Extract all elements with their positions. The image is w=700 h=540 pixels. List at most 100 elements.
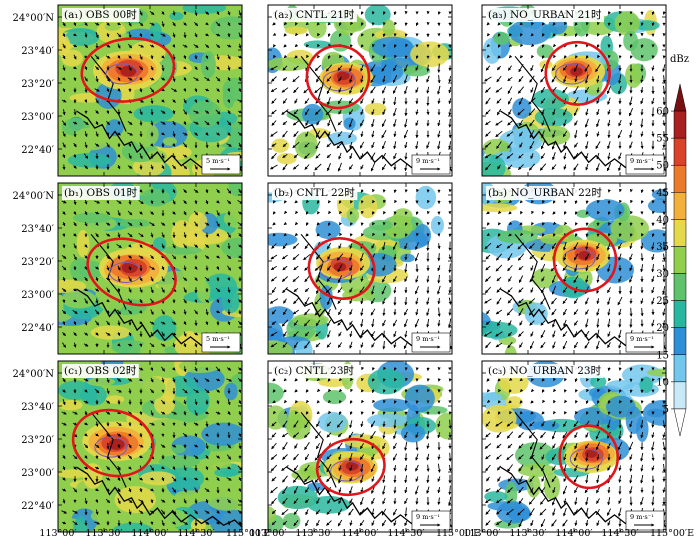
- wind-arrow: [607, 367, 611, 372]
- map-panel: 9 m·s⁻¹ (a₂) CNTL 21时: [267, 4, 453, 177]
- wind-arrow: [294, 43, 299, 48]
- echo-cell: [315, 220, 341, 240]
- wind-arrow: [519, 54, 524, 59]
- wind-arrow: [437, 253, 441, 262]
- colorbar-tick-label: 30: [656, 269, 669, 280]
- wind-arrow: [172, 32, 176, 38]
- wind-arrow: [227, 520, 231, 526]
- wind-arrow: [283, 33, 287, 37]
- wind-arrow: [508, 54, 513, 59]
- wind-arrow: [415, 441, 419, 451]
- wind-arrow: [270, 131, 278, 137]
- wind-arrow: [106, 509, 110, 515]
- wind-arrow: [393, 152, 397, 160]
- wind-arrow: [117, 154, 121, 158]
- wind-arrow: [403, 74, 408, 84]
- echo-cell: [268, 340, 293, 354]
- wind-arrow: [415, 120, 419, 127]
- wind-arrow: [316, 75, 320, 83]
- wind-arrow: [193, 77, 199, 81]
- wind-arrow: [150, 143, 154, 147]
- wind-arrow: [404, 152, 408, 160]
- wind-arrow: [326, 142, 332, 148]
- wind-arrow: [382, 152, 386, 160]
- echo-cell: [400, 253, 415, 263]
- echo-cell: [201, 422, 242, 446]
- echo-cell: [482, 321, 518, 339]
- wind-arrow: [651, 378, 655, 382]
- wind-arrow: [282, 120, 288, 126]
- wind-arrow: [348, 129, 354, 139]
- wind-arrow: [404, 22, 408, 27]
- echo-cell: [132, 121, 159, 148]
- wind-arrow: [315, 109, 321, 115]
- wind-arrow: [314, 64, 322, 72]
- wind-arrow: [62, 65, 66, 72]
- wind-arrow: [84, 164, 88, 170]
- wind-arrow: [382, 11, 386, 15]
- colorbar-segment: [673, 219, 687, 247]
- y-tick-label: 24°00′N: [13, 13, 55, 24]
- wind-arrow: [618, 318, 622, 328]
- wind-arrow: [437, 63, 441, 73]
- wind-arrow: [393, 486, 397, 494]
- wind-arrow: [393, 131, 397, 138]
- wind-arrow: [139, 109, 143, 116]
- wind-arrow: [226, 120, 232, 126]
- wind-arrow: [630, 399, 634, 404]
- wind-arrow: [237, 132, 242, 136]
- wind-arrow: [629, 307, 633, 317]
- echo-cell: [146, 418, 191, 438]
- wind-arrow: [315, 153, 321, 159]
- wind-arrow: [149, 11, 155, 15]
- wind-arrow: [348, 164, 354, 170]
- reference-vector-label: 9 m·s⁻¹: [630, 513, 654, 521]
- wind-arrow: [128, 55, 132, 59]
- y-tick-label: 24°00′N: [13, 369, 55, 380]
- x-tick-label: 114°30′: [177, 528, 214, 539]
- wind-arrow: [83, 121, 89, 125]
- wind-arrow: [360, 44, 364, 48]
- wind-arrow: [448, 452, 452, 462]
- wind-arrow: [117, 22, 121, 26]
- colorbar-tick-label: 35: [656, 242, 669, 253]
- map-panel: 9 m·s⁻¹ (b₃) NO_URBAN 22时: [481, 182, 667, 355]
- echo-cell: [482, 392, 503, 402]
- echo-cell: [114, 486, 157, 514]
- wind-arrow: [426, 241, 430, 252]
- wind-arrow: [292, 164, 299, 170]
- wind-arrow: [315, 130, 321, 138]
- wind-arrow: [106, 132, 110, 136]
- wind-arrow: [392, 86, 398, 94]
- wind-arrow: [127, 132, 134, 136]
- wind-arrow: [84, 131, 88, 138]
- wind-arrow: [317, 32, 321, 37]
- panel-label: (b₂) CNTL 22时: [274, 187, 355, 199]
- wind-arrow: [227, 33, 231, 38]
- wind-arrow: [316, 22, 320, 26]
- wind-arrow: [415, 141, 419, 150]
- wind-arrow: [304, 153, 310, 159]
- wind-arrow: [337, 162, 342, 172]
- wind-arrow: [293, 153, 299, 159]
- wind-arrow: [128, 32, 132, 39]
- wind-arrow: [150, 120, 154, 126]
- wind-arrow: [448, 286, 452, 294]
- echo-cell: [76, 229, 90, 258]
- wind-arrow: [161, 153, 165, 159]
- x-tick-label: 114°30′: [601, 528, 638, 539]
- wind-arrow: [371, 33, 375, 37]
- wind-arrow: [349, 75, 353, 83]
- wind-arrow: [327, 131, 331, 137]
- wind-arrow: [497, 55, 501, 59]
- wind-arrow: [282, 76, 288, 82]
- echo-cell: [285, 414, 311, 440]
- wind-arrow: [382, 44, 386, 48]
- wind-arrow: [541, 22, 545, 26]
- wind-arrow: [563, 378, 567, 382]
- echo-cell: [415, 185, 437, 210]
- wind-arrow: [662, 200, 666, 205]
- wind-arrow: [306, 54, 310, 59]
- wind-arrow: [149, 22, 155, 26]
- x-tick-label: 115°00′E: [650, 528, 694, 539]
